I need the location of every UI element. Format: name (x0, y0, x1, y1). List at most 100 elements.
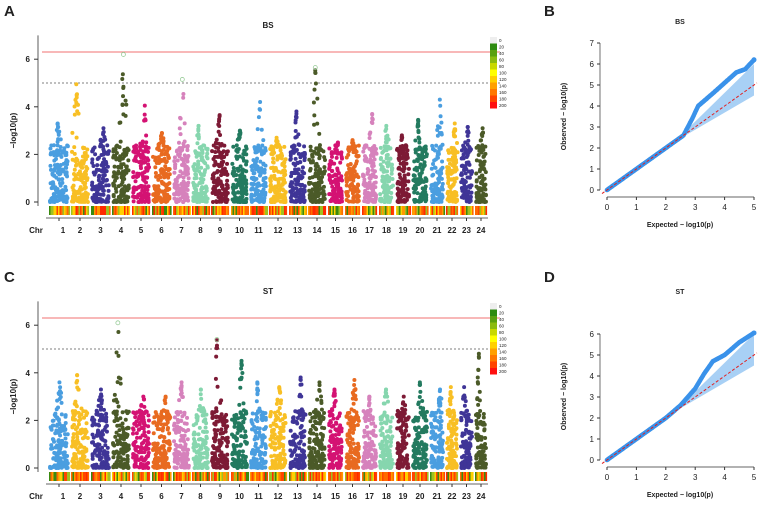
density-cell (62, 472, 65, 481)
snp-point (91, 170, 96, 175)
snp-point (119, 188, 124, 193)
density-legend (490, 37, 497, 109)
snp-point (143, 160, 148, 165)
snp-point (474, 178, 479, 183)
snp-point (369, 173, 374, 178)
snp-point (72, 167, 77, 172)
snp-point (83, 172, 88, 177)
y-tick-label: 6 (26, 55, 31, 64)
snp-point (431, 146, 436, 151)
snp-point (164, 455, 169, 460)
density-cell (207, 472, 209, 481)
chromosome-label: 11 (254, 226, 263, 235)
density-cell (450, 206, 453, 215)
density-cell (147, 472, 149, 481)
snp-point (53, 463, 58, 468)
density-cell (204, 472, 206, 481)
density-cell (321, 206, 324, 215)
snp-point (172, 159, 177, 164)
snp-point (234, 143, 239, 148)
snp-point (75, 176, 80, 181)
snp-point (327, 192, 332, 197)
density-cell (164, 472, 166, 481)
snp-point (261, 433, 266, 438)
snp-point (307, 188, 312, 193)
snp-point (216, 129, 221, 134)
chromosome-1-points (48, 380, 70, 470)
snp-point (452, 190, 457, 195)
density-cell (179, 472, 181, 481)
snp-point (53, 157, 58, 162)
snp-point (388, 146, 393, 151)
snp-point (48, 146, 53, 151)
density-cell (461, 206, 464, 215)
y-tick-label: 0 (26, 198, 31, 207)
density-cell (156, 472, 159, 481)
snp-point (217, 119, 222, 124)
snp-point (225, 178, 230, 183)
snp-point (434, 197, 439, 202)
snp-point (232, 413, 237, 418)
snp-point (439, 132, 444, 137)
density-cell (136, 206, 139, 215)
density-cell (147, 206, 149, 215)
snp-point (317, 143, 322, 148)
density-cell (235, 472, 238, 481)
snp-point (446, 178, 451, 183)
snp-point (339, 198, 344, 203)
peak-snp-point (196, 123, 201, 128)
snp-point (104, 419, 109, 424)
density-cell (416, 206, 419, 215)
chromosome-9-points (210, 113, 230, 204)
snp-point (219, 456, 224, 461)
snp-point (217, 188, 222, 193)
snp-point (294, 182, 299, 187)
panel-label-B: B (544, 3, 555, 20)
density-cell (430, 206, 432, 215)
chromosome-label: 7 (179, 226, 184, 235)
density-cell (165, 472, 168, 481)
snp-point (79, 406, 84, 411)
snp-point (317, 167, 322, 172)
snp-point (124, 409, 129, 414)
snp-point (373, 174, 378, 179)
snp-point (389, 171, 394, 176)
snp-point (172, 451, 177, 456)
density-cell (170, 206, 172, 215)
snp-point (412, 177, 417, 182)
snp-point (57, 397, 62, 402)
snp-point (70, 409, 75, 414)
snp-point (399, 194, 404, 199)
snp-point (54, 163, 59, 168)
snp-point (469, 169, 474, 174)
snp-point (230, 432, 235, 437)
density-cell (50, 206, 53, 215)
snp-point (177, 398, 182, 403)
snp-point (398, 144, 403, 149)
snp-point (464, 160, 469, 165)
snp-point (53, 451, 58, 456)
density-cell (456, 206, 459, 215)
density-cell (217, 472, 219, 481)
snp-point (142, 112, 147, 117)
density-cell (53, 206, 56, 215)
snp-point (203, 425, 208, 430)
snp-point (182, 421, 187, 426)
snp-point (239, 188, 244, 193)
snp-point (167, 431, 172, 436)
chromosome-22-points (445, 121, 460, 204)
snp-point (218, 431, 223, 436)
snp-point (181, 92, 186, 97)
snp-point (416, 153, 421, 158)
density-cell (436, 206, 438, 215)
density-cell (95, 206, 98, 215)
snp-point (222, 166, 227, 171)
density-cell (72, 472, 75, 481)
snp-point (74, 162, 79, 167)
snp-point (338, 160, 343, 165)
significant-snp-point (115, 320, 121, 326)
snp-point (167, 446, 172, 451)
chromosome-label: 14 (313, 226, 322, 235)
snp-point (185, 187, 190, 192)
peak-snp-point (163, 394, 168, 399)
